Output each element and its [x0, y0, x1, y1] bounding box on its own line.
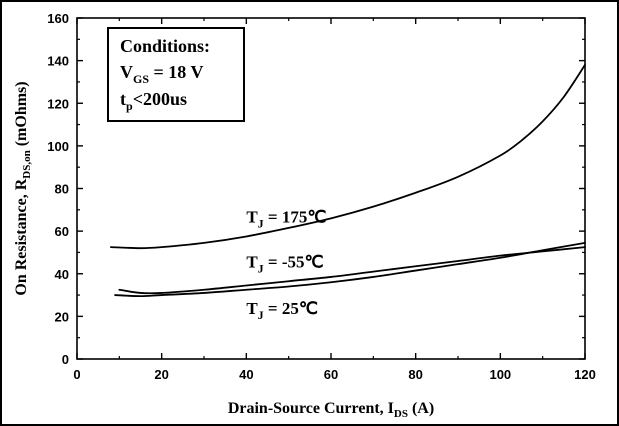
annotation-subscript: J: [258, 308, 264, 322]
y-tick-label: 100: [47, 139, 69, 154]
y-tick-label: 20: [55, 309, 69, 324]
x-tick-label: 60: [324, 367, 338, 382]
annotation-rest: = -55℃: [264, 252, 324, 271]
y-tick-label: 120: [47, 96, 69, 111]
annotation-subscript: J: [258, 217, 264, 231]
series-line-175c: [109, 63, 586, 250]
annotation-minus55c: TJ = -55℃: [246, 252, 323, 275]
y-tick-label: 140: [47, 54, 69, 69]
x-tick-label: 40: [239, 367, 253, 382]
conditions-tp: tp<200us: [120, 89, 187, 113]
x-tick-label: 80: [408, 367, 422, 382]
annotation-rest: = 25℃: [264, 299, 318, 318]
conditions-vgs-main: V: [120, 62, 133, 82]
annotation-main: T: [246, 208, 258, 227]
annotation-subscript: J: [258, 261, 264, 275]
y-tick-label: 60: [55, 224, 69, 239]
conditions-vgs: VGS = 18 V: [120, 62, 203, 86]
y-tick-label: 0: [62, 352, 69, 367]
y-tick-label: 40: [55, 267, 69, 282]
conditions-tp-subscript: p: [126, 99, 133, 113]
x-tick-label: 20: [154, 367, 168, 382]
x-axis-title-subscript: DS: [394, 408, 408, 420]
y-axis-title: On Resistance, RDS,on (mOhms): [13, 81, 33, 295]
conditions-tp-rest: <200us: [133, 89, 187, 109]
series-line-25c: [114, 241, 586, 298]
y-axis-title-unit: (mOhms): [13, 81, 30, 150]
x-tick-label: 0: [73, 367, 80, 382]
y-axis-title-subscript: DS,on: [21, 150, 33, 178]
x-axis-title: Drain-Source Current, IDS (A): [228, 400, 434, 420]
x-axis-title-unit: (A): [408, 400, 434, 417]
conditions-box: [107, 27, 245, 122]
annotation-25c: TJ = 25℃: [246, 299, 318, 322]
y-tick-label: 160: [47, 11, 69, 26]
conditions-vgs-subscript: GS: [133, 72, 149, 86]
annotation-175c: TJ = 175℃: [246, 208, 326, 231]
conditions-tp-main: t: [120, 89, 126, 109]
y-tick-label: 80: [55, 182, 69, 197]
annotation-rest: = 175℃: [264, 208, 327, 227]
conditions-vgs-rest: = 18 V: [149, 62, 203, 82]
x-tick-label: 100: [489, 367, 511, 382]
y-axis-title-main: On Resistance, R: [13, 178, 30, 295]
x-axis-title-main: Drain-Source Current, I: [228, 400, 394, 417]
conditions-heading: Conditions:: [120, 36, 210, 56]
x-tick-label: 120: [574, 367, 596, 382]
annotation-main: T: [246, 252, 258, 271]
series-line-minus55c: [118, 246, 586, 295]
annotation-main: T: [246, 299, 258, 318]
